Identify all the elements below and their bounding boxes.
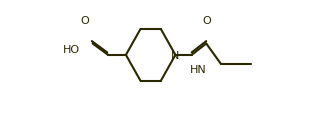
Text: HN: HN xyxy=(189,64,206,74)
Text: O: O xyxy=(202,16,211,26)
Text: O: O xyxy=(80,16,89,26)
Text: HO: HO xyxy=(63,45,80,55)
Text: N: N xyxy=(171,50,180,60)
